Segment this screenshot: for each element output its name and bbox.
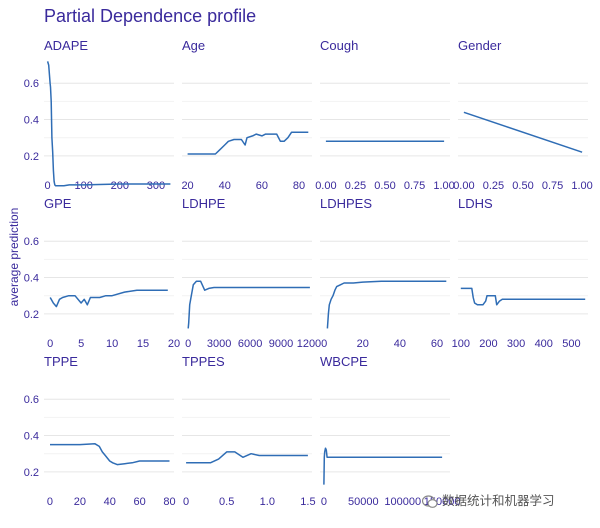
x-tick-label: 12000	[297, 338, 328, 350]
x-tick-label: 0.75	[404, 180, 425, 192]
x-tick-label: 20	[357, 338, 369, 350]
x-tick-label: 0	[47, 496, 53, 508]
x-tick-label: 0	[185, 338, 191, 350]
series-line-wbcpe	[323, 447, 443, 485]
series-line-tppes	[186, 451, 308, 464]
x-tick-label: 1.00	[571, 180, 592, 192]
panel-title-gender: Gender	[458, 38, 502, 53]
x-tick-label: 200	[479, 338, 497, 350]
series-line-gender	[463, 111, 583, 153]
x-tick-label: 60	[431, 338, 443, 350]
x-tick-label: 10	[106, 338, 118, 350]
x-tick-label: 60	[256, 180, 268, 192]
panel-tppe: TPPE 0.2 0.4 0.6 0 20 40 60 80	[24, 354, 176, 508]
x-tick-label: 100000	[384, 496, 421, 508]
x-tick-label: 1.5	[300, 496, 315, 508]
x-tick-label: 0.00	[453, 180, 474, 192]
x-tick-label: 0	[183, 496, 189, 508]
x-tick-label: 0.25	[483, 180, 504, 192]
watermark-text: 数据统计和机器学习	[442, 494, 555, 508]
x-tick-label: 0.25	[345, 180, 366, 192]
panel-title-age: Age	[182, 38, 205, 53]
y-tick-label: 0.6	[24, 236, 39, 248]
x-tick-label: 0.75	[542, 180, 563, 192]
series-line-gpe	[49, 289, 168, 308]
x-tick-label: 500	[562, 338, 580, 350]
panel-title-cough: Cough	[320, 38, 358, 53]
y-tick-label: 0.2	[24, 467, 39, 479]
panel-age: Age 20 40 60 80	[181, 38, 312, 192]
x-tick-label: 1.0	[260, 496, 275, 508]
panel-cough: Cough 0.00 0.25 0.50 0.75 1.00	[315, 38, 455, 192]
y-tick-label: 0.4	[24, 431, 39, 443]
series-line-ldhpe	[187, 280, 310, 329]
x-tick-label: 40	[219, 180, 231, 192]
x-tick-label: 400	[535, 338, 553, 350]
x-tick-label: 300	[507, 338, 525, 350]
x-tick-label: 20	[181, 180, 193, 192]
panel-ldhs: LDHS 100 200 300 400 500	[452, 196, 588, 350]
wechat-icon	[422, 495, 438, 508]
y-tick-label: 0.6	[24, 394, 39, 406]
panel-title-tppe: TPPE	[44, 354, 78, 369]
y-tick-label: 0.2	[24, 309, 39, 321]
panel-gender: Gender 0.00 0.25 0.50 0.75 1.00	[453, 38, 593, 192]
x-tick-label: 40	[104, 496, 116, 508]
series-line-age	[187, 131, 309, 155]
watermark: 数据统计和机器学习	[422, 490, 555, 509]
x-tick-label: 200	[111, 180, 129, 192]
x-tick-label: 0	[47, 338, 53, 350]
series-line-ldhs	[460, 287, 586, 306]
panel-title-adape: ADAPE	[44, 38, 88, 53]
panel-ldhpes: LDHPES 20 40 60	[320, 196, 450, 350]
panel-adape: ADAPE 0.2 0.4 0.6 0 100 200 300	[24, 38, 174, 192]
series-line-ldhpes	[326, 280, 447, 329]
x-tick-label: 80	[293, 180, 305, 192]
x-tick-label: 100	[75, 180, 93, 192]
x-tick-label: 20	[168, 338, 180, 350]
panel-ldhpe: LDHPE 0 3000 6000 9000 12000	[182, 196, 327, 350]
x-tick-label: 300	[147, 180, 165, 192]
x-tick-label: 50000	[348, 496, 379, 508]
x-tick-label: 0.50	[512, 180, 533, 192]
panel-title-ldhs: LDHS	[458, 196, 493, 211]
x-tick-label: 6000	[238, 338, 262, 350]
series-line-tppe	[50, 442, 170, 466]
x-tick-label: 80	[163, 496, 175, 508]
x-tick-label: 9000	[269, 338, 293, 350]
y-tick-label: 0.2	[24, 151, 39, 163]
panel-title-wbcpe: WBCPE	[320, 354, 368, 369]
x-tick-label: 5	[78, 338, 84, 350]
x-tick-label: 0.00	[315, 180, 336, 192]
series-line-adape	[46, 61, 171, 187]
panel-title-ldhpes: LDHPES	[320, 196, 372, 211]
y-tick-label: 0.4	[24, 273, 39, 285]
x-tick-label: 1.00	[433, 180, 454, 192]
x-tick-label: 0	[321, 496, 327, 508]
x-tick-label: 0.50	[374, 180, 395, 192]
x-tick-label: 100	[452, 338, 470, 350]
x-tick-label: 60	[134, 496, 146, 508]
x-tick-label: 40	[394, 338, 406, 350]
x-tick-label: 0	[45, 180, 51, 192]
panel-gpe: GPE 0.2 0.4 0.6 0 5 10 15 20	[24, 196, 180, 350]
panel-title-gpe: GPE	[44, 196, 72, 211]
y-tick-label: 0.6	[24, 78, 39, 90]
chart-title: Partial Dependence profile	[44, 6, 257, 26]
panel-title-tppes: TPPES	[182, 354, 225, 369]
y-tick-label: 0.4	[24, 115, 39, 127]
x-tick-label: 20	[74, 496, 86, 508]
panel-tppes: TPPES 0 0.5 1.0 1.5	[182, 354, 316, 508]
x-tick-label: 15	[137, 338, 149, 350]
x-tick-label: 0.5	[219, 496, 234, 508]
x-tick-label: 3000	[207, 338, 231, 350]
panel-title-ldhpe: LDHPE	[182, 196, 226, 211]
